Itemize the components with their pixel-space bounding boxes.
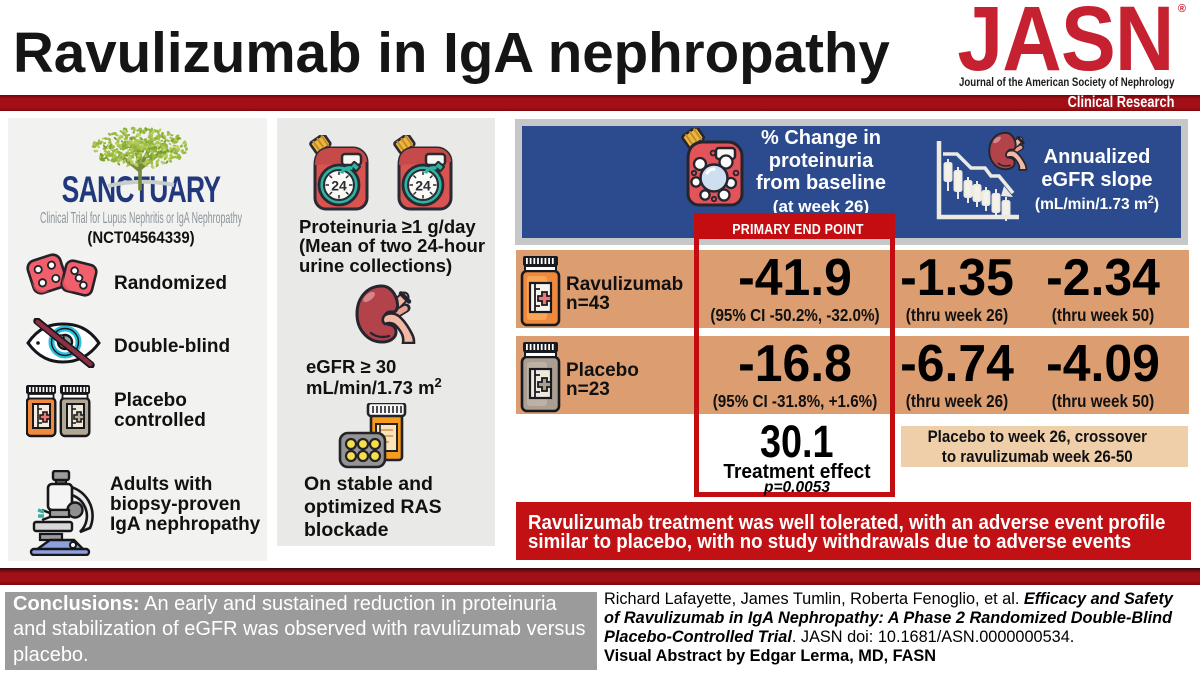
svg-text:24: 24 — [331, 178, 347, 194]
